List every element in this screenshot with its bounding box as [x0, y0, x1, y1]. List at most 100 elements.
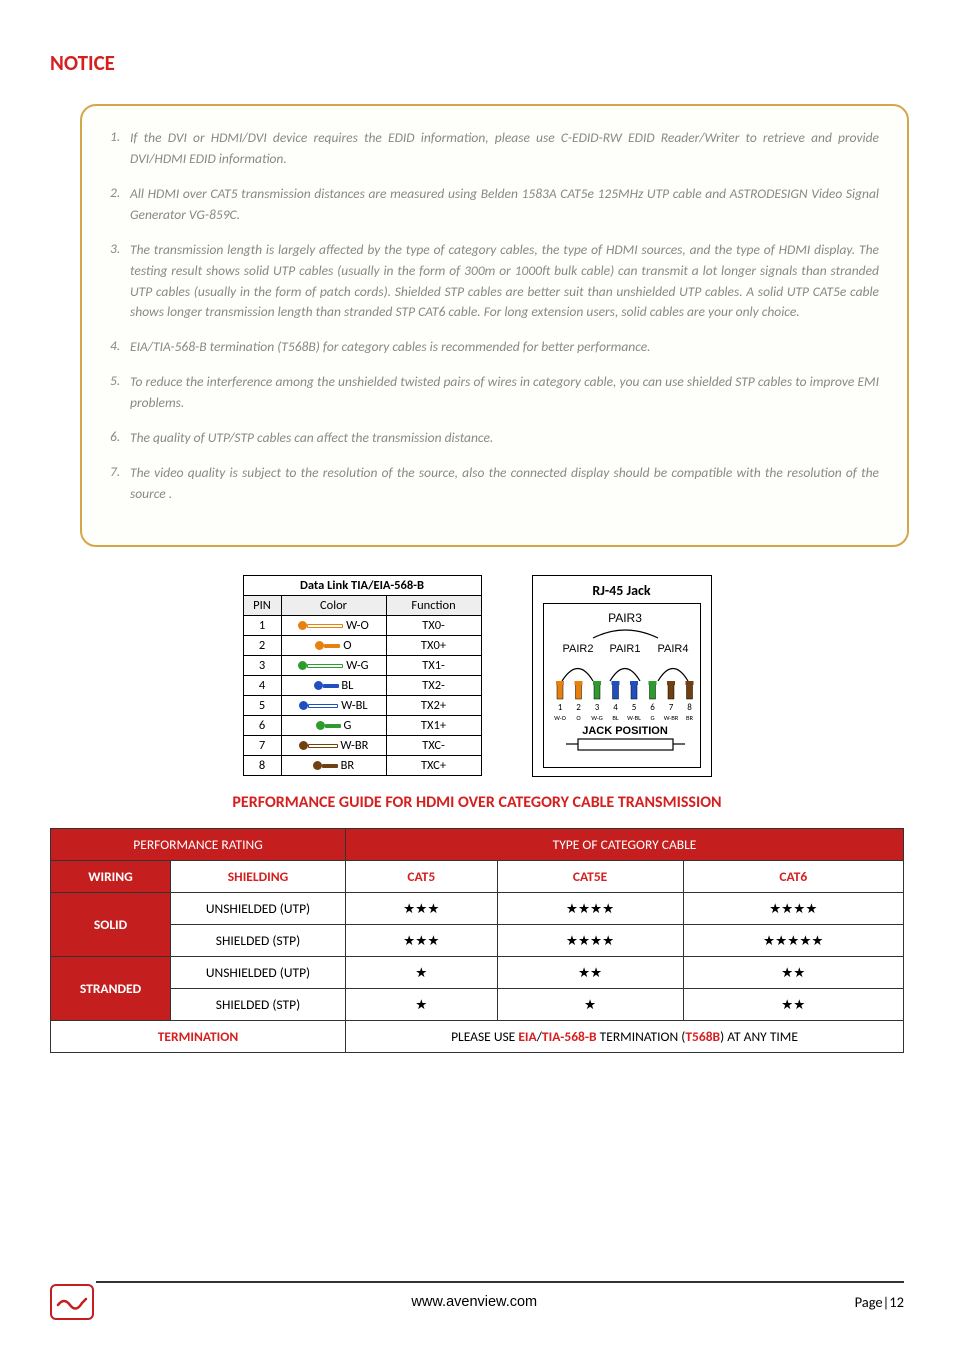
perf-guide-title: PERFORMANCE GUIDE FOR HDMI OVER CATEGORY… [50, 793, 904, 812]
perf-cell: ★ [346, 988, 498, 1020]
perf-table: PERFORMANCE RATING TYPE OF CATEGORY CABL… [50, 828, 904, 1053]
svg-text:W-G: W-G [591, 714, 603, 722]
perf-cell: ★★ [497, 956, 683, 988]
dl-pin: 3 [243, 655, 281, 675]
notice-item: 4.EIA/TIA-568-B termination (T568B) for … [110, 337, 879, 358]
datalink-title: Data Link TIA/EIA-568-B [243, 575, 481, 595]
diagrams-row: Data Link TIA/EIA-568-B PIN Color Functi… [50, 575, 904, 777]
perf-solid: SOLID [51, 892, 171, 956]
notice-item-text: If the DVI or HDMI/DVI device requires t… [130, 128, 879, 170]
notice-item-number: 4. [110, 337, 130, 358]
perf-cell: UNSHIELDED (UTP) [171, 956, 346, 988]
datalink-row: 7 W-BRTXC- [243, 735, 481, 755]
dl-col-pin: PIN [243, 595, 281, 615]
perf-type-header: TYPE OF CATEGORY CABLE [346, 828, 904, 860]
notice-item-text: The video quality is subject to the reso… [130, 463, 879, 505]
svg-text:6: 6 [650, 702, 655, 713]
perf-cell: ★ [346, 956, 498, 988]
dl-pin: 7 [243, 735, 281, 755]
dl-function: TXC- [386, 735, 481, 755]
perf-wiring-header: WIRING [51, 860, 171, 892]
svg-text:W-O: W-O [554, 714, 566, 722]
notice-item-text: To reduce the interference among the uns… [130, 372, 879, 414]
datalink-row: 4 BLTX2- [243, 675, 481, 695]
svg-text:W-BL: W-BL [627, 714, 641, 722]
dl-pin: 6 [243, 715, 281, 735]
perf-cell: ★★★★★ [683, 924, 903, 956]
notice-item-number: 3. [110, 240, 130, 324]
perf-cell: SHIELDED (STP) [171, 988, 346, 1020]
perf-cell: SHIELDED (STP) [171, 924, 346, 956]
dl-function: TX2- [386, 675, 481, 695]
svg-text:5: 5 [631, 702, 636, 713]
dl-function: TXC+ [386, 755, 481, 775]
svg-text:3: 3 [594, 702, 599, 713]
data-link-table: Data Link TIA/EIA-568-B PIN Color Functi… [243, 575, 482, 776]
perf-cell: ★★★ [346, 892, 498, 924]
notice-item-text: All HDMI over CAT5 transmission distance… [130, 184, 879, 226]
perf-stranded: STRANDED [51, 956, 171, 1020]
dl-pin: 4 [243, 675, 281, 695]
dl-color: G [281, 715, 386, 735]
perf-cell: ★ [497, 988, 683, 1020]
notice-item: 3.The transmission length is largely aff… [110, 240, 879, 324]
rj45-title: RJ-45 Jack [543, 582, 701, 599]
dl-color: W-BL [281, 695, 386, 715]
notice-item-text: The transmission length is largely affec… [130, 240, 879, 324]
rj45-diagram: PAIR3PAIR2PAIR1PAIR41W-O2O3W-G4BL5W-BL6G… [548, 608, 703, 758]
perf-cell: ★★★ [346, 924, 498, 956]
footer: www.avenview.com Page|12 [50, 1284, 904, 1320]
svg-text:PAIR3: PAIR3 [608, 611, 642, 625]
perf-cat5-header: CAT5 [346, 860, 498, 892]
svg-text:G: G [650, 714, 654, 722]
rj45-inner: PAIR3PAIR2PAIR1PAIR41W-O2O3W-G4BL5W-BL6G… [543, 603, 701, 768]
dl-pin: 8 [243, 755, 281, 775]
dl-function: TX0- [386, 615, 481, 635]
perf-cat6-header: CAT6 [683, 860, 903, 892]
notice-item-number: 2. [110, 184, 130, 226]
perf-cell: ★★★★ [683, 892, 903, 924]
footer-url: www.avenview.com [94, 1294, 855, 1310]
dl-col-color: Color [281, 595, 386, 615]
logo-icon [56, 1291, 88, 1313]
datalink-row: 3 W-GTX1- [243, 655, 481, 675]
dl-function: TX0+ [386, 635, 481, 655]
dl-color: W-O [281, 615, 386, 635]
notice-item-text: The quality of UTP/STP cables can affect… [130, 428, 493, 449]
dl-function: TX1+ [386, 715, 481, 735]
svg-text:4: 4 [613, 702, 618, 713]
dl-pin: 5 [243, 695, 281, 715]
notice-item-number: 5. [110, 372, 130, 414]
notice-item: 1.If the DVI or HDMI/DVI device requires… [110, 128, 879, 170]
rj45-box: RJ-45 Jack PAIR3PAIR2PAIR1PAIR41W-O2O3W-… [532, 575, 712, 777]
notice-item: 7.The video quality is subject to the re… [110, 463, 879, 505]
svg-text:O: O [576, 714, 581, 722]
perf-cell: ★★ [683, 956, 903, 988]
dl-color: BR [281, 755, 386, 775]
dl-color: BL [281, 675, 386, 695]
perf-cell: ★★ [683, 988, 903, 1020]
svg-text:W-BR: W-BR [663, 714, 678, 722]
footer-page: Page|12 [855, 1293, 904, 1311]
dl-function: TX2+ [386, 695, 481, 715]
perf-cat5e-header: CAT5E [497, 860, 683, 892]
dl-color: W-G [281, 655, 386, 675]
notice-item-number: 6. [110, 428, 130, 449]
notice-item-number: 1. [110, 128, 130, 170]
perf-cell: ★★★★ [497, 892, 683, 924]
notice-item: 5.To reduce the interference among the u… [110, 372, 879, 414]
dl-function: TX1- [386, 655, 481, 675]
notice-title: NOTICE [50, 50, 904, 76]
notice-item-text: EIA/TIA-568-B termination (T568B) for ca… [130, 337, 651, 358]
svg-text:8: 8 [687, 702, 692, 713]
dl-col-func: Function [386, 595, 481, 615]
dl-pin: 1 [243, 615, 281, 635]
dl-pin: 2 [243, 635, 281, 655]
footer-line [96, 1281, 904, 1283]
notice-item-number: 7. [110, 463, 130, 505]
svg-text:BL: BL [612, 714, 619, 722]
perf-cell: UNSHIELDED (UTP) [171, 892, 346, 924]
data-link-wrapper: Data Link TIA/EIA-568-B PIN Color Functi… [243, 575, 482, 777]
svg-text:PAIR2: PAIR2 [562, 643, 593, 655]
datalink-row: 8 BRTXC+ [243, 755, 481, 775]
